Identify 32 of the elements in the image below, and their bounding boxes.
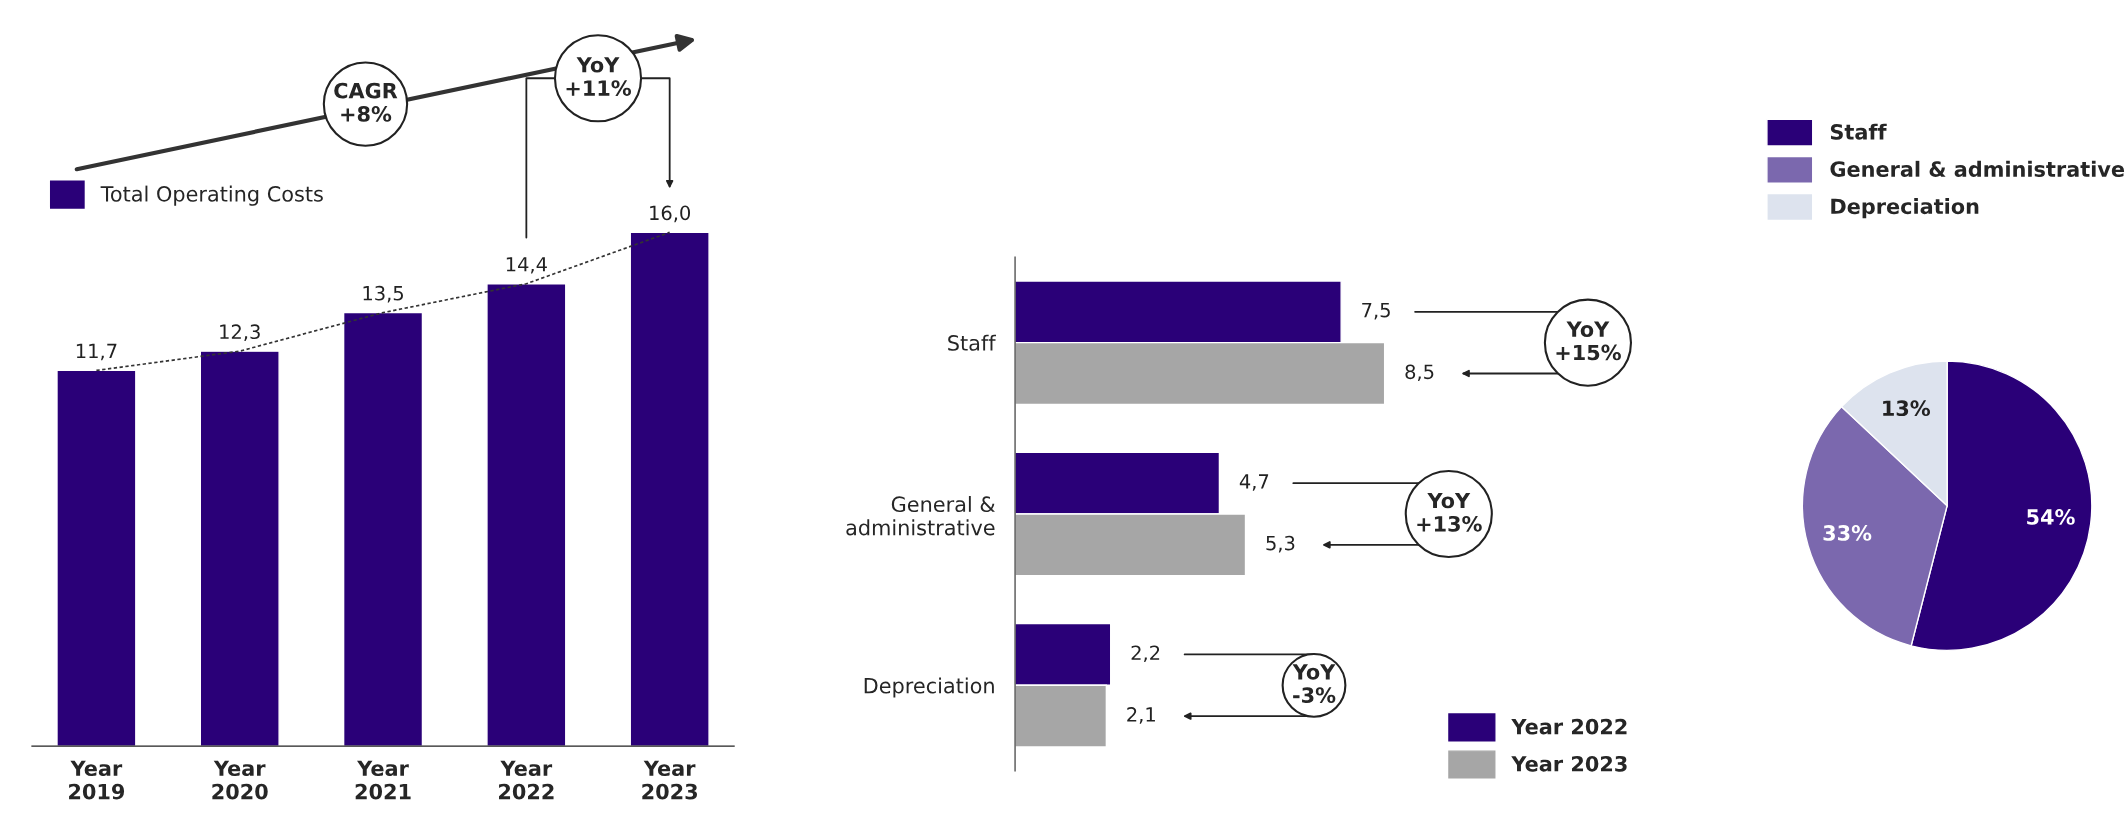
data-label: 14,4	[506, 257, 547, 274]
x-tick-label: Year 2022	[499, 760, 554, 800]
legend-label: Staff	[1830, 123, 1887, 140]
y-tick-label: Depreciation	[864, 677, 994, 698]
legend-label: Total Operating Costs	[100, 185, 323, 206]
legend-label: Year 2022	[1511, 718, 1627, 735]
text: CAGR +8%	[334, 82, 398, 122]
x-tick-label: Year 2023	[642, 760, 697, 800]
legend-label: General & administrative	[1830, 160, 2125, 177]
data-label: 13,5	[363, 285, 403, 303]
x-tick-label: Year 2021	[355, 760, 411, 800]
legend-label: Depreciation	[1831, 198, 1979, 219]
data-label: 16,0	[650, 205, 691, 223]
text: YoY +11%	[566, 57, 632, 96]
y-tick-label: General & administrative	[846, 495, 995, 536]
data-label: 54%	[2027, 509, 2075, 525]
data-label: 7,5	[1362, 303, 1390, 320]
annotation: YoY -3%	[1292, 664, 1336, 704]
text: YoY +13%	[1417, 492, 1482, 532]
data-label: 33%	[1823, 525, 1872, 541]
y-tick-label: Staff	[948, 334, 997, 351]
data-label: 12,3	[220, 324, 260, 342]
data-label: 13%	[1883, 400, 1931, 417]
data-label: 2,2	[1131, 645, 1160, 663]
data-label: 4,7	[1239, 474, 1269, 491]
data-label: 8,5	[1405, 364, 1434, 382]
data-label: 5,3	[1266, 535, 1295, 553]
text: YoY +15%	[1556, 321, 1621, 361]
x-tick-label: Year 2020	[212, 760, 268, 800]
data-label: 2,1	[1127, 707, 1155, 724]
x-tick-label: Year 2019	[69, 760, 125, 800]
data-label: 11,7	[76, 343, 117, 361]
